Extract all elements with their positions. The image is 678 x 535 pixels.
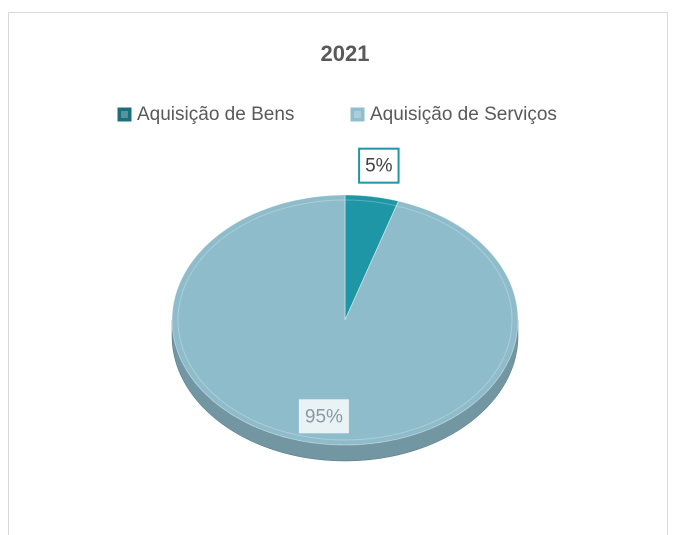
legend-label: Aquisição de Bens	[137, 104, 294, 125]
legend-swatch-inner	[121, 111, 128, 118]
slice	[171, 194, 519, 446]
slice	[344, 194, 400, 321]
chart-title: 2021	[321, 41, 370, 66]
data-label: 5%	[358, 147, 400, 184]
legend-swatch	[116, 106, 133, 123]
data-label-box	[298, 399, 349, 434]
data-label: 95%	[298, 399, 349, 434]
data-label-text: 95%	[305, 406, 343, 427]
legend-swatch-inner	[354, 111, 361, 118]
legend-swatch	[349, 106, 366, 123]
pie-highlight	[177, 199, 513, 441]
data-label-text: 5%	[365, 156, 393, 177]
data-label-box	[358, 147, 400, 184]
legend-label: Aquisição de Serviços	[370, 104, 557, 125]
